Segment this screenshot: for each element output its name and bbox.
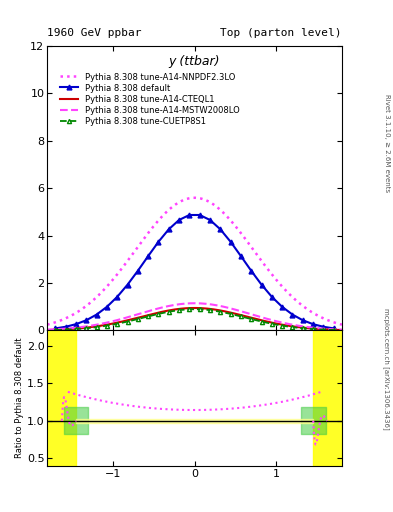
Pythia 8.308 tune-CUETP8S1	[218, 309, 223, 315]
Pythia 8.308 tune-CUETP8S1	[156, 311, 161, 317]
Pythia 8.308 default	[105, 304, 109, 310]
Pythia 8.308 default	[73, 321, 78, 327]
Line: Pythia 8.308 tune-A14-NNPDF2.3LO: Pythia 8.308 tune-A14-NNPDF2.3LO	[47, 198, 342, 325]
Pythia 8.308 default	[125, 282, 130, 288]
Pythia 8.308 default	[53, 325, 58, 331]
Pythia 8.308 tune-A14-MSTW2008LO	[205, 301, 209, 307]
Pythia 8.308 default	[249, 268, 253, 274]
Line: Pythia 8.308 tune-A14-MSTW2008LO: Pythia 8.308 tune-A14-MSTW2008LO	[47, 303, 342, 330]
Pythia 8.308 tune-CUETP8S1	[63, 327, 68, 333]
Pythia 8.308 tune-CUETP8S1	[270, 321, 274, 327]
Pythia 8.308 default	[208, 217, 212, 223]
Pythia 8.308 tune-A14-NNPDF2.3LO	[205, 198, 209, 204]
Pythia 8.308 tune-A14-CTEQL1	[205, 306, 209, 312]
Pythia 8.308 tune-A14-CTEQL1	[221, 308, 226, 314]
Pythia 8.308 tune-CUETP8S1	[73, 326, 78, 332]
Pythia 8.308 default	[63, 324, 68, 330]
Pythia 8.308 tune-A14-CTEQL1	[45, 327, 50, 333]
Pythia 8.308 tune-CUETP8S1	[136, 316, 140, 322]
Pythia 8.308 tune-CUETP8S1	[105, 323, 109, 329]
Pythia 8.308 default	[115, 294, 119, 300]
Line: Pythia 8.308 default: Pythia 8.308 default	[53, 212, 336, 331]
Pythia 8.308 tune-CUETP8S1	[331, 327, 336, 333]
Pythia 8.308 default	[177, 217, 182, 223]
Pythia 8.308 tune-A14-NNPDF2.3LO	[185, 196, 189, 202]
Pythia 8.308 tune-CUETP8S1	[290, 324, 295, 330]
Pythia 8.308 tune-CUETP8S1	[187, 306, 192, 312]
Pythia 8.308 tune-A14-NNPDF2.3LO	[333, 320, 338, 326]
Pythia 8.308 default	[156, 239, 161, 245]
Legend: Pythia 8.308 tune-A14-NNPDF2.3LO, Pythia 8.308 default, Pythia 8.308 tune-A14-CT: Pythia 8.308 tune-A14-NNPDF2.3LO, Pythia…	[56, 69, 243, 130]
Pythia 8.308 default	[259, 282, 264, 288]
Pythia 8.308 tune-A14-MSTW2008LO	[333, 326, 338, 332]
Pythia 8.308 tune-A14-CTEQL1	[185, 305, 189, 311]
Pythia 8.308 tune-A14-NNPDF2.3LO	[221, 209, 226, 216]
Pythia 8.308 default	[146, 253, 151, 259]
Pythia 8.308 default	[280, 304, 285, 310]
Pythia 8.308 tune-A14-NNPDF2.3LO	[45, 322, 50, 328]
Pythia 8.308 tune-CUETP8S1	[125, 318, 130, 325]
Bar	[47, 330, 76, 466]
Pythia 8.308 tune-CUETP8S1	[239, 313, 243, 319]
Pythia 8.308 tune-CUETP8S1	[84, 325, 89, 331]
Pythia 8.308 tune-CUETP8S1	[300, 325, 305, 331]
Pythia 8.308 default	[270, 294, 274, 300]
Pythia 8.308 default	[166, 226, 171, 232]
Pythia 8.308 tune-A14-MSTW2008LO	[187, 301, 191, 307]
Pythia 8.308 tune-CUETP8S1	[94, 324, 99, 330]
Pythia 8.308 tune-A14-CTEQL1	[187, 305, 191, 311]
Pythia 8.308 default	[321, 324, 326, 330]
Pythia 8.308 tune-A14-NNPDF2.3LO	[340, 322, 344, 328]
Pythia 8.308 default	[300, 317, 305, 323]
Pythia 8.308 default	[228, 239, 233, 245]
Text: mcplots.cern.ch [arXiv:1306.3436]: mcplots.cern.ch [arXiv:1306.3436]	[383, 308, 390, 430]
Pythia 8.308 default	[94, 311, 99, 317]
Y-axis label: Ratio to Pythia 8.308 default: Ratio to Pythia 8.308 default	[15, 338, 24, 458]
Line: Pythia 8.308 tune-A14-CTEQL1: Pythia 8.308 tune-A14-CTEQL1	[47, 308, 342, 330]
Pythia 8.308 default	[187, 212, 192, 218]
Pythia 8.308 tune-CUETP8S1	[53, 327, 58, 333]
Pythia 8.308 default	[311, 321, 316, 327]
Text: Top (parton level): Top (parton level)	[220, 28, 342, 38]
Pythia 8.308 tune-CUETP8S1	[321, 327, 326, 333]
Pythia 8.308 tune-CUETP8S1	[249, 316, 253, 322]
Pythia 8.308 tune-A14-MSTW2008LO	[45, 327, 50, 333]
Pythia 8.308 tune-A14-NNPDF2.3LO	[192, 195, 196, 201]
Pythia 8.308 tune-A14-CTEQL1	[287, 323, 292, 329]
Pythia 8.308 tune-CUETP8S1	[115, 321, 119, 327]
Pythia 8.308 tune-A14-MSTW2008LO	[192, 300, 196, 306]
Pythia 8.308 tune-CUETP8S1	[259, 318, 264, 325]
Pythia 8.308 default	[239, 253, 243, 259]
Bar	[313, 330, 342, 466]
Pythia 8.308 default	[331, 325, 336, 331]
Pythia 8.308 tune-A14-MSTW2008LO	[185, 301, 189, 307]
Pythia 8.308 default	[290, 311, 295, 317]
Pythia 8.308 tune-CUETP8S1	[177, 307, 182, 313]
Pythia 8.308 tune-CUETP8S1	[197, 306, 202, 312]
Pythia 8.308 tune-A14-CTEQL1	[192, 305, 196, 311]
Pythia 8.308 tune-CUETP8S1	[311, 326, 316, 332]
Pythia 8.308 tune-CUETP8S1	[166, 309, 171, 315]
Pythia 8.308 tune-A14-NNPDF2.3LO	[187, 195, 191, 201]
Pythia 8.308 tune-CUETP8S1	[146, 313, 151, 319]
Pythia 8.308 tune-CUETP8S1	[208, 307, 212, 313]
Pythia 8.308 tune-A14-MSTW2008LO	[340, 327, 344, 333]
Pythia 8.308 tune-A14-MSTW2008LO	[221, 304, 226, 310]
Pythia 8.308 tune-A14-CTEQL1	[340, 327, 344, 333]
Pythia 8.308 default	[197, 212, 202, 218]
Pythia 8.308 tune-A14-NNPDF2.3LO	[287, 291, 292, 297]
Text: 1960 GeV ppbar: 1960 GeV ppbar	[47, 28, 141, 38]
Text: Rivet 3.1.10, ≥ 2.6M events: Rivet 3.1.10, ≥ 2.6M events	[384, 94, 390, 193]
Pythia 8.308 tune-A14-CTEQL1	[333, 327, 338, 333]
Line: Pythia 8.308 tune-CUETP8S1: Pythia 8.308 tune-CUETP8S1	[53, 307, 336, 332]
Pythia 8.308 tune-A14-MSTW2008LO	[287, 321, 292, 327]
Pythia 8.308 tune-CUETP8S1	[228, 311, 233, 317]
Pythia 8.308 default	[218, 226, 223, 232]
Pythia 8.308 default	[136, 268, 140, 274]
Pythia 8.308 tune-CUETP8S1	[280, 323, 285, 329]
Text: y (ttbar): y (ttbar)	[169, 55, 220, 68]
Pythia 8.308 default	[84, 317, 89, 323]
